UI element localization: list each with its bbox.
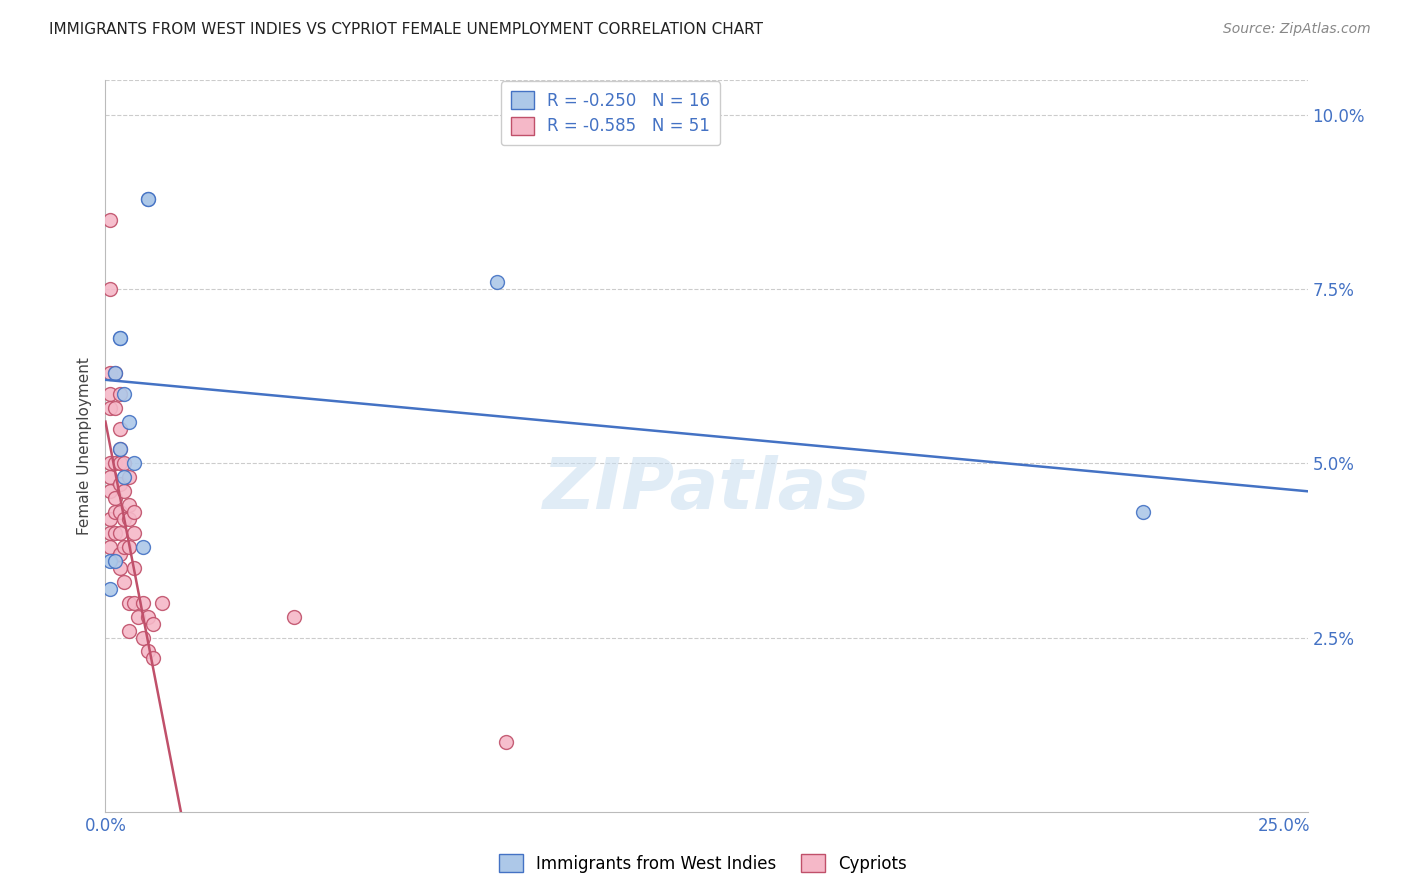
Point	[136, 192, 159, 206]
Text: ZIPatlas: ZIPatlas	[543, 456, 870, 524]
Point	[112, 484, 135, 499]
Point	[112, 512, 135, 526]
Point	[98, 457, 121, 471]
Point	[112, 574, 135, 589]
Point	[132, 540, 155, 554]
Point	[108, 331, 131, 345]
Point	[122, 505, 145, 519]
Point	[108, 457, 131, 471]
Point	[118, 512, 141, 526]
Point	[98, 282, 121, 296]
Point	[118, 624, 141, 638]
Point	[122, 561, 145, 575]
Point	[104, 366, 127, 380]
Point	[283, 609, 305, 624]
Point	[142, 651, 165, 665]
Point	[108, 526, 131, 541]
Point	[104, 526, 127, 541]
Point	[108, 561, 131, 575]
Y-axis label: Female Unemployment: Female Unemployment	[77, 357, 93, 535]
Point	[118, 498, 141, 512]
Text: IMMIGRANTS FROM WEST INDIES VS CYPRIOT FEMALE UNEMPLOYMENT CORRELATION CHART: IMMIGRANTS FROM WEST INDIES VS CYPRIOT F…	[49, 22, 763, 37]
Point	[127, 609, 149, 624]
Point	[485, 275, 508, 289]
Point	[112, 470, 135, 484]
Point	[142, 616, 165, 631]
Text: Source: ZipAtlas.com: Source: ZipAtlas.com	[1223, 22, 1371, 37]
Point	[122, 526, 145, 541]
Point	[108, 331, 131, 345]
Point	[122, 457, 145, 471]
Point	[98, 212, 121, 227]
Point	[118, 596, 141, 610]
Point	[98, 470, 121, 484]
Point	[104, 491, 127, 506]
Point	[1132, 505, 1154, 519]
Point	[118, 540, 141, 554]
Point	[98, 526, 121, 541]
Point	[104, 401, 127, 415]
Point	[136, 192, 159, 206]
Point	[108, 505, 131, 519]
Point	[104, 505, 127, 519]
Point	[98, 386, 121, 401]
Point	[98, 540, 121, 554]
Point	[98, 582, 121, 596]
Point	[98, 554, 121, 568]
Legend: R = -0.250   N = 16, R = -0.585   N = 51: R = -0.250 N = 16, R = -0.585 N = 51	[501, 81, 720, 145]
Point	[104, 554, 127, 568]
Point	[132, 596, 155, 610]
Point	[98, 366, 121, 380]
Point	[108, 477, 131, 491]
Point	[104, 366, 127, 380]
Point	[108, 442, 131, 457]
Point	[108, 421, 131, 435]
Point	[112, 457, 135, 471]
Point	[98, 484, 121, 499]
Point	[108, 442, 131, 457]
Point	[112, 386, 135, 401]
Point	[98, 401, 121, 415]
Point	[136, 644, 159, 658]
Point	[108, 386, 131, 401]
Legend: Immigrants from West Indies, Cypriots: Immigrants from West Indies, Cypriots	[492, 847, 914, 880]
Point	[150, 596, 173, 610]
Point	[132, 631, 155, 645]
Point	[118, 470, 141, 484]
Point	[108, 547, 131, 561]
Point	[136, 609, 159, 624]
Point	[495, 735, 517, 749]
Point	[112, 540, 135, 554]
Point	[118, 415, 141, 429]
Point	[98, 512, 121, 526]
Point	[122, 596, 145, 610]
Point	[104, 457, 127, 471]
